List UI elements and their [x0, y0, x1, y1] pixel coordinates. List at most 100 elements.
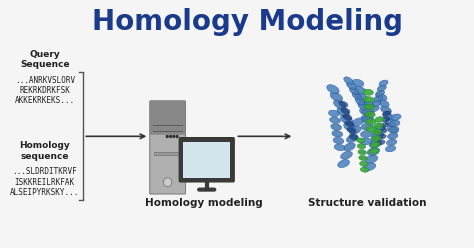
- Ellipse shape: [357, 144, 365, 149]
- Ellipse shape: [375, 117, 384, 122]
- Ellipse shape: [340, 115, 353, 124]
- Ellipse shape: [362, 115, 373, 122]
- Ellipse shape: [352, 79, 364, 87]
- Ellipse shape: [376, 93, 387, 101]
- Ellipse shape: [352, 92, 362, 100]
- Ellipse shape: [359, 155, 367, 160]
- Ellipse shape: [365, 155, 378, 163]
- Ellipse shape: [330, 92, 343, 101]
- Ellipse shape: [383, 113, 394, 120]
- Ellipse shape: [373, 125, 385, 132]
- Ellipse shape: [370, 106, 379, 112]
- Ellipse shape: [385, 146, 396, 152]
- Ellipse shape: [363, 163, 376, 171]
- Ellipse shape: [356, 93, 367, 101]
- Text: Query
Sequence: Query Sequence: [20, 50, 70, 69]
- Ellipse shape: [331, 124, 341, 130]
- Ellipse shape: [372, 136, 381, 141]
- Ellipse shape: [358, 101, 369, 108]
- Ellipse shape: [386, 139, 397, 145]
- Ellipse shape: [329, 117, 340, 124]
- Text: ...ANRKVSLORV
REKRKDRKFSK
AKKEKRKEKS...: ...ANRKVSLORV REKRKDRKFSK AKKEKRKEKS...: [15, 76, 75, 105]
- Ellipse shape: [344, 77, 353, 84]
- Ellipse shape: [346, 82, 356, 90]
- Ellipse shape: [345, 121, 354, 127]
- Ellipse shape: [389, 127, 399, 133]
- Ellipse shape: [349, 126, 361, 134]
- Ellipse shape: [356, 138, 365, 143]
- Ellipse shape: [379, 128, 387, 133]
- Ellipse shape: [369, 148, 379, 154]
- Ellipse shape: [378, 134, 386, 139]
- Ellipse shape: [334, 144, 345, 151]
- Ellipse shape: [327, 85, 339, 94]
- Ellipse shape: [377, 85, 386, 91]
- Text: Homology
sequence: Homology sequence: [19, 141, 70, 161]
- Ellipse shape: [363, 89, 374, 95]
- Circle shape: [173, 135, 175, 137]
- Bar: [155, 152, 181, 155]
- Ellipse shape: [377, 140, 385, 145]
- Ellipse shape: [358, 102, 367, 110]
- Ellipse shape: [341, 108, 350, 114]
- Ellipse shape: [366, 126, 376, 132]
- Ellipse shape: [344, 143, 356, 151]
- Ellipse shape: [362, 116, 374, 123]
- Ellipse shape: [363, 109, 374, 115]
- Ellipse shape: [355, 97, 365, 105]
- Ellipse shape: [380, 123, 389, 128]
- Text: Homology Modeling: Homology Modeling: [92, 8, 403, 36]
- Ellipse shape: [337, 107, 349, 117]
- Ellipse shape: [371, 132, 383, 140]
- Ellipse shape: [365, 111, 375, 117]
- Ellipse shape: [332, 131, 343, 137]
- Ellipse shape: [349, 134, 358, 140]
- Ellipse shape: [385, 119, 396, 126]
- Ellipse shape: [349, 87, 359, 94]
- Ellipse shape: [360, 161, 368, 166]
- Ellipse shape: [361, 123, 373, 130]
- Circle shape: [176, 135, 178, 137]
- Ellipse shape: [363, 101, 375, 108]
- Ellipse shape: [373, 129, 382, 135]
- Ellipse shape: [387, 126, 398, 133]
- Ellipse shape: [334, 100, 346, 109]
- Ellipse shape: [360, 167, 369, 172]
- Ellipse shape: [347, 127, 356, 133]
- Ellipse shape: [360, 138, 372, 145]
- Ellipse shape: [378, 100, 389, 107]
- Bar: [183, 142, 230, 178]
- Ellipse shape: [379, 80, 388, 86]
- Ellipse shape: [391, 114, 401, 120]
- Ellipse shape: [352, 118, 364, 126]
- Ellipse shape: [360, 108, 371, 115]
- Ellipse shape: [341, 151, 352, 159]
- Ellipse shape: [364, 104, 374, 110]
- FancyBboxPatch shape: [150, 101, 185, 194]
- Ellipse shape: [372, 100, 381, 107]
- Ellipse shape: [333, 137, 344, 144]
- Ellipse shape: [374, 95, 383, 101]
- Circle shape: [164, 178, 172, 187]
- Circle shape: [166, 135, 168, 137]
- Text: Structure validation: Structure validation: [308, 198, 427, 208]
- Ellipse shape: [375, 90, 384, 96]
- Ellipse shape: [369, 140, 382, 148]
- FancyBboxPatch shape: [150, 101, 185, 135]
- Ellipse shape: [338, 160, 349, 168]
- Ellipse shape: [339, 101, 348, 107]
- Text: Homology modeling: Homology modeling: [145, 198, 263, 208]
- Ellipse shape: [358, 150, 366, 155]
- Ellipse shape: [346, 135, 358, 143]
- Ellipse shape: [390, 120, 400, 126]
- Text: ...SLDRDITKRVF
ISKKREILRKFAK
ALSEIPYRKSKY...: ...SLDRDITKRVF ISKKREILRKFAK ALSEIPYRKSK…: [10, 167, 80, 197]
- Ellipse shape: [371, 142, 380, 148]
- Ellipse shape: [361, 131, 372, 137]
- Ellipse shape: [354, 87, 365, 94]
- Ellipse shape: [388, 133, 398, 139]
- Ellipse shape: [365, 119, 376, 125]
- Ellipse shape: [343, 114, 352, 120]
- Ellipse shape: [383, 111, 391, 116]
- Ellipse shape: [328, 110, 339, 117]
- FancyBboxPatch shape: [179, 138, 234, 182]
